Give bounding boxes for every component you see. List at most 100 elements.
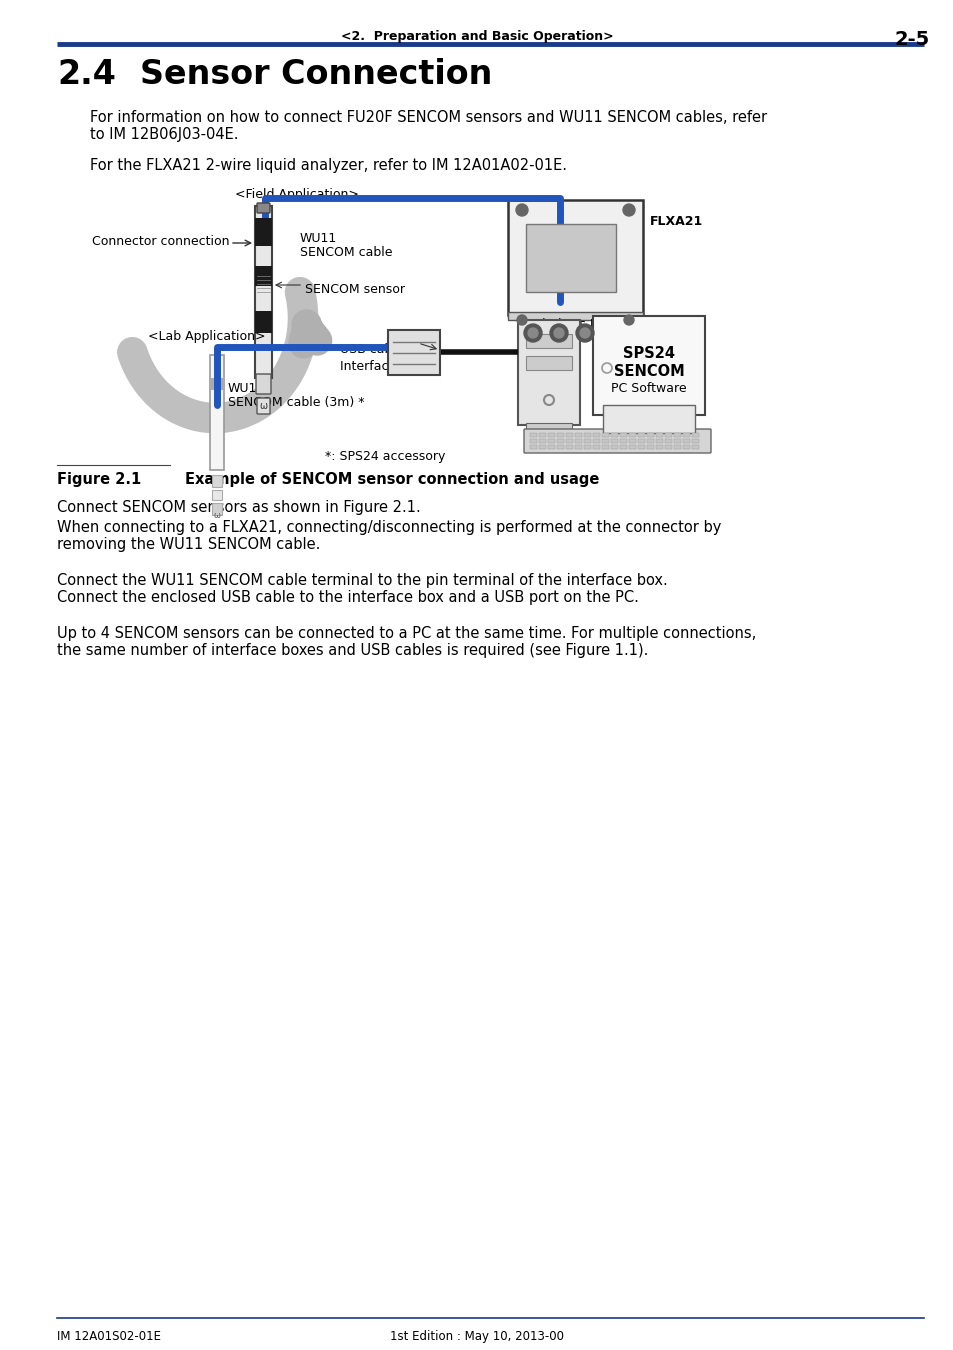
Text: Figure 2.1: Figure 2.1 [57,472,141,487]
Circle shape [622,204,635,216]
FancyBboxPatch shape [638,446,644,450]
FancyBboxPatch shape [525,423,572,433]
FancyBboxPatch shape [538,433,545,437]
Text: <Lab Application>: <Lab Application> [148,329,265,343]
FancyBboxPatch shape [254,310,272,333]
FancyBboxPatch shape [664,433,671,437]
Circle shape [517,315,526,325]
FancyBboxPatch shape [583,433,590,437]
FancyBboxPatch shape [210,355,224,470]
FancyBboxPatch shape [523,429,710,454]
FancyBboxPatch shape [517,320,579,425]
FancyBboxPatch shape [256,202,270,213]
FancyBboxPatch shape [557,439,563,443]
FancyBboxPatch shape [593,439,599,443]
FancyBboxPatch shape [547,446,555,450]
Text: SENCOM: SENCOM [613,364,683,379]
FancyBboxPatch shape [507,200,642,315]
FancyBboxPatch shape [691,433,699,437]
FancyBboxPatch shape [656,433,662,437]
Text: ω: ω [258,401,267,410]
Text: When connecting to a FLXA21, connecting/disconnecting is performed at the connec: When connecting to a FLXA21, connecting/… [57,520,720,535]
FancyBboxPatch shape [664,446,671,450]
FancyBboxPatch shape [557,446,563,450]
Text: Connect the WU11 SENCOM cable terminal to the pin terminal of the interface box.: Connect the WU11 SENCOM cable terminal t… [57,572,667,589]
Text: WU11: WU11 [228,382,265,396]
FancyBboxPatch shape [565,446,573,450]
Text: For the FLXA21 2-wire liquid analyzer, refer to IM 12A01A02-01E.: For the FLXA21 2-wire liquid analyzer, r… [90,158,566,173]
FancyBboxPatch shape [525,356,572,370]
Text: PC Software: PC Software [611,382,686,396]
FancyBboxPatch shape [610,439,618,443]
FancyBboxPatch shape [565,433,573,437]
Circle shape [527,328,537,338]
FancyBboxPatch shape [646,439,654,443]
Text: removing the WU11 SENCOM cable.: removing the WU11 SENCOM cable. [57,537,320,552]
FancyBboxPatch shape [646,433,654,437]
FancyBboxPatch shape [593,446,599,450]
Text: WU11: WU11 [299,232,337,244]
FancyBboxPatch shape [610,433,618,437]
Text: to IM 12B06J03-04E.: to IM 12B06J03-04E. [90,127,238,142]
Text: SPS24: SPS24 [622,346,675,360]
FancyBboxPatch shape [525,333,572,348]
FancyBboxPatch shape [691,446,699,450]
FancyBboxPatch shape [254,266,272,286]
FancyBboxPatch shape [538,446,545,450]
FancyBboxPatch shape [565,439,573,443]
FancyBboxPatch shape [664,439,671,443]
FancyBboxPatch shape [629,413,667,421]
Text: Up to 4 SENCOM sensors can be connected to a PC at the same time. For multiple c: Up to 4 SENCOM sensors can be connected … [57,626,756,641]
FancyBboxPatch shape [619,446,626,450]
FancyBboxPatch shape [507,312,642,320]
FancyBboxPatch shape [210,378,224,390]
Text: Connect the enclosed USB cable to the interface box and a USB port on the PC.: Connect the enclosed USB cable to the in… [57,590,639,605]
Circle shape [579,328,589,338]
FancyBboxPatch shape [610,446,618,450]
Circle shape [516,204,527,216]
FancyBboxPatch shape [212,490,222,500]
FancyBboxPatch shape [682,433,689,437]
Text: <2.  Preparation and Basic Operation>: <2. Preparation and Basic Operation> [340,30,613,43]
FancyBboxPatch shape [583,439,590,443]
FancyBboxPatch shape [682,446,689,450]
FancyBboxPatch shape [575,446,581,450]
Text: SENCOM cable (3m) *: SENCOM cable (3m) * [228,396,364,409]
FancyBboxPatch shape [628,433,636,437]
Text: USB cable *: USB cable * [339,343,414,356]
FancyBboxPatch shape [646,446,654,450]
FancyBboxPatch shape [538,439,545,443]
Text: Sensor Connection: Sensor Connection [140,58,492,90]
FancyBboxPatch shape [388,329,439,375]
Text: Interface box *: Interface box * [339,360,433,373]
FancyBboxPatch shape [575,433,581,437]
FancyBboxPatch shape [619,433,626,437]
Text: SENCOM cable: SENCOM cable [299,246,392,259]
Text: <Field Application>: <Field Application> [234,188,358,201]
Text: 1st Edition : May 10, 2013-00: 1st Edition : May 10, 2013-00 [390,1330,563,1343]
FancyBboxPatch shape [254,217,272,246]
FancyBboxPatch shape [656,446,662,450]
FancyBboxPatch shape [691,439,699,443]
FancyBboxPatch shape [212,475,222,487]
Circle shape [554,328,563,338]
FancyBboxPatch shape [255,374,271,394]
FancyBboxPatch shape [682,439,689,443]
Text: SENCOM sensor: SENCOM sensor [305,284,405,296]
Text: 2.4: 2.4 [57,58,115,90]
FancyBboxPatch shape [601,446,608,450]
Text: 2-5: 2-5 [893,30,928,49]
FancyBboxPatch shape [530,439,537,443]
FancyBboxPatch shape [525,224,616,292]
FancyBboxPatch shape [547,439,555,443]
Text: Example of SENCOM sensor connection and usage: Example of SENCOM sensor connection and … [185,472,598,487]
FancyBboxPatch shape [593,433,599,437]
FancyBboxPatch shape [673,439,680,443]
FancyBboxPatch shape [575,439,581,443]
Text: FLXA21: FLXA21 [649,215,702,228]
FancyBboxPatch shape [638,433,644,437]
FancyBboxPatch shape [638,439,644,443]
FancyBboxPatch shape [547,433,555,437]
Text: For information on how to connect FU20F SENCOM sensors and WU11 SENCOM cables, r: For information on how to connect FU20F … [90,109,766,126]
Circle shape [523,324,541,342]
